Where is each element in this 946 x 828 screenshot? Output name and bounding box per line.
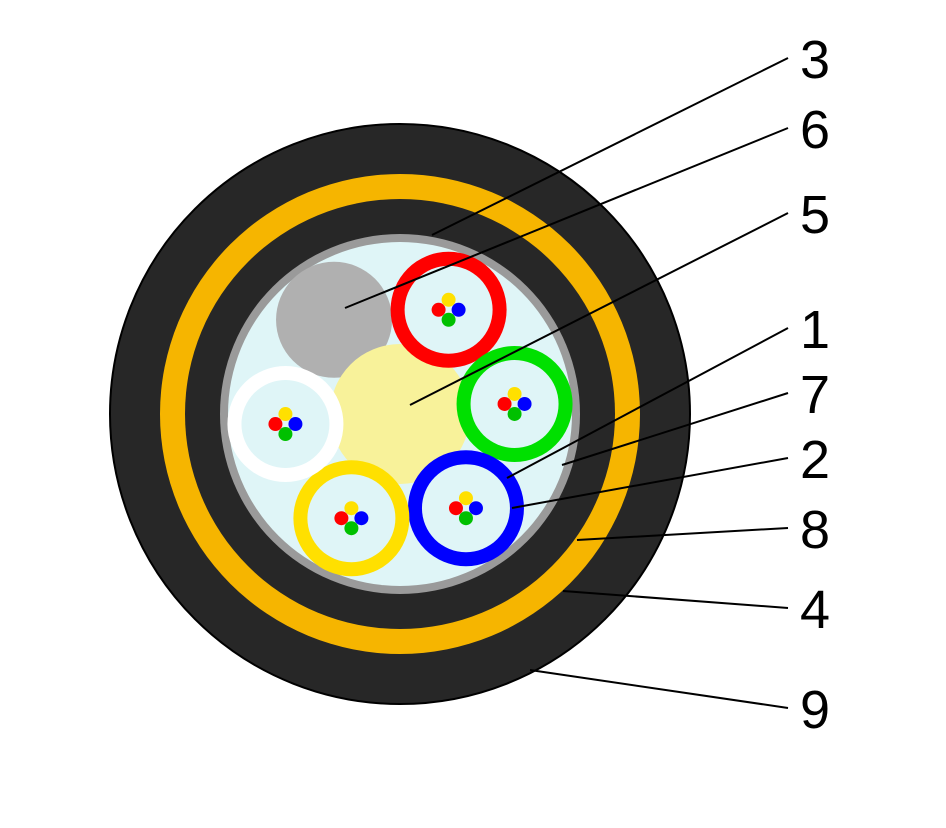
fiber-dot-2-1 xyxy=(449,501,463,515)
fiber-dot-3-2 xyxy=(354,511,368,525)
callout-label-8: 8 xyxy=(800,500,830,560)
callout-label-7: 7 xyxy=(800,365,830,425)
tube-core-3 xyxy=(307,474,395,562)
fiber-dot-0-0 xyxy=(442,293,456,307)
fiber-dot-0-2 xyxy=(452,303,466,317)
fiber-dot-1-2 xyxy=(518,397,532,411)
fiber-dot-4-3 xyxy=(278,427,292,441)
fiber-dot-2-2 xyxy=(469,501,483,515)
fiber-dot-4-2 xyxy=(288,417,302,431)
cable-diagram: 3 6 5 172 8 4 9 xyxy=(0,0,946,828)
leader-line-9 xyxy=(530,670,788,708)
fiber-dot-0-3 xyxy=(442,313,456,327)
callout-label-6: 6 xyxy=(800,100,830,160)
fiber-dot-1-3 xyxy=(508,407,522,421)
fiber-dot-4-1 xyxy=(268,417,282,431)
fiber-dot-4-0 xyxy=(278,407,292,421)
fiber-dot-3-3 xyxy=(344,521,358,535)
callout-label-4: 4 xyxy=(800,580,830,640)
tube-core-1 xyxy=(471,360,559,448)
callout-label-1: 1 xyxy=(800,300,830,360)
fiber-dot-0-1 xyxy=(432,303,446,317)
fiber-dot-3-1 xyxy=(334,511,348,525)
fiber-dot-2-0 xyxy=(459,491,473,505)
fiber-dot-3-0 xyxy=(344,501,358,515)
tube-core-2 xyxy=(422,464,510,552)
fiber-dot-1-0 xyxy=(508,387,522,401)
fiber-dot-1-1 xyxy=(498,397,512,411)
tube-core-4 xyxy=(241,380,329,468)
callout-label-9: 9 xyxy=(800,680,830,740)
fiber-dot-2-3 xyxy=(459,511,473,525)
callout-label-5: 5 xyxy=(800,185,830,245)
callout-label-2: 2 xyxy=(800,430,830,490)
callout-label-3: 3 xyxy=(800,30,830,90)
